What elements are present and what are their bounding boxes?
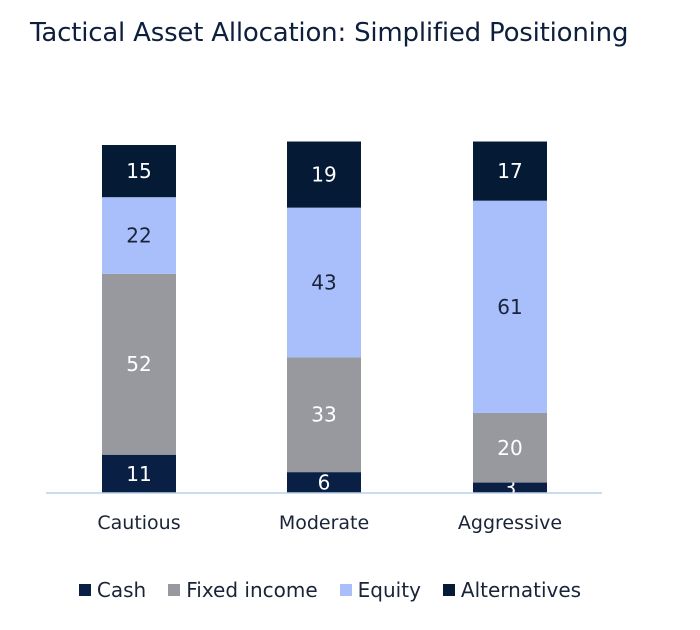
bar-segment-cash-aggressive <box>473 482 547 493</box>
data-label-fixed-income-cautious: 52 <box>126 352 151 376</box>
legend-item-fixed-income: Fixed income <box>168 578 318 602</box>
data-label-cash-moderate: 6 <box>318 471 331 495</box>
category-label-aggressive: Aggressive <box>458 512 562 534</box>
legend-label: Cash <box>96 578 147 602</box>
legend-item-alternatives: Alternatives <box>442 578 582 602</box>
data-label-fixed-income-aggressive: 20 <box>497 436 522 460</box>
bar-segment-alternatives-cautious <box>102 145 176 198</box>
data-label-fixed-income-moderate: 33 <box>311 403 336 427</box>
data-label-equity-aggressive: 61 <box>497 295 522 319</box>
bar-segment-fixed-income-moderate <box>287 357 361 473</box>
category-label-moderate: Moderate <box>279 512 369 534</box>
legend-label: Equity <box>357 578 421 602</box>
bar-segment-equity-moderate <box>287 207 361 358</box>
bar-segment-alternatives-moderate <box>287 141 361 208</box>
legend-swatch <box>442 584 455 596</box>
data-label-equity-moderate: 43 <box>311 270 336 294</box>
legend-swatch <box>78 584 91 596</box>
bar-segment-fixed-income-cautious <box>102 273 176 455</box>
data-label-equity-cautious: 22 <box>126 223 151 247</box>
bar-segment-equity-aggressive <box>473 200 547 413</box>
data-label-alternatives-cautious: 15 <box>126 159 151 183</box>
legend-item-equity: Equity <box>339 578 421 602</box>
bar-segment-cash-moderate <box>287 472 361 493</box>
bar-segment-equity-cautious <box>102 197 176 274</box>
legend-label: Fixed income <box>186 578 318 602</box>
bar-segment-alternatives-aggressive <box>473 141 547 201</box>
chart-title: Tactical Asset Allocation: Simplified Po… <box>30 18 629 48</box>
data-label-cash-cautious: 11 <box>126 462 151 486</box>
legend-label: Alternatives <box>460 578 582 602</box>
data-label-alternatives-aggressive: 17 <box>497 159 522 183</box>
category-labels-group: Cautious Moderate Aggressive <box>97 512 562 534</box>
bar-segment-fixed-income-aggressive <box>473 412 547 483</box>
legend: Cash Fixed income Equity Alternatives <box>0 578 660 602</box>
bar-segment-cash-cautious <box>102 454 176 493</box>
legend-item-cash: Cash <box>78 578 147 602</box>
legend-swatch <box>339 584 352 596</box>
category-label-cautious: Cautious <box>97 512 180 534</box>
legend-swatch <box>168 584 181 596</box>
data-label-alternatives-moderate: 19 <box>311 163 336 187</box>
